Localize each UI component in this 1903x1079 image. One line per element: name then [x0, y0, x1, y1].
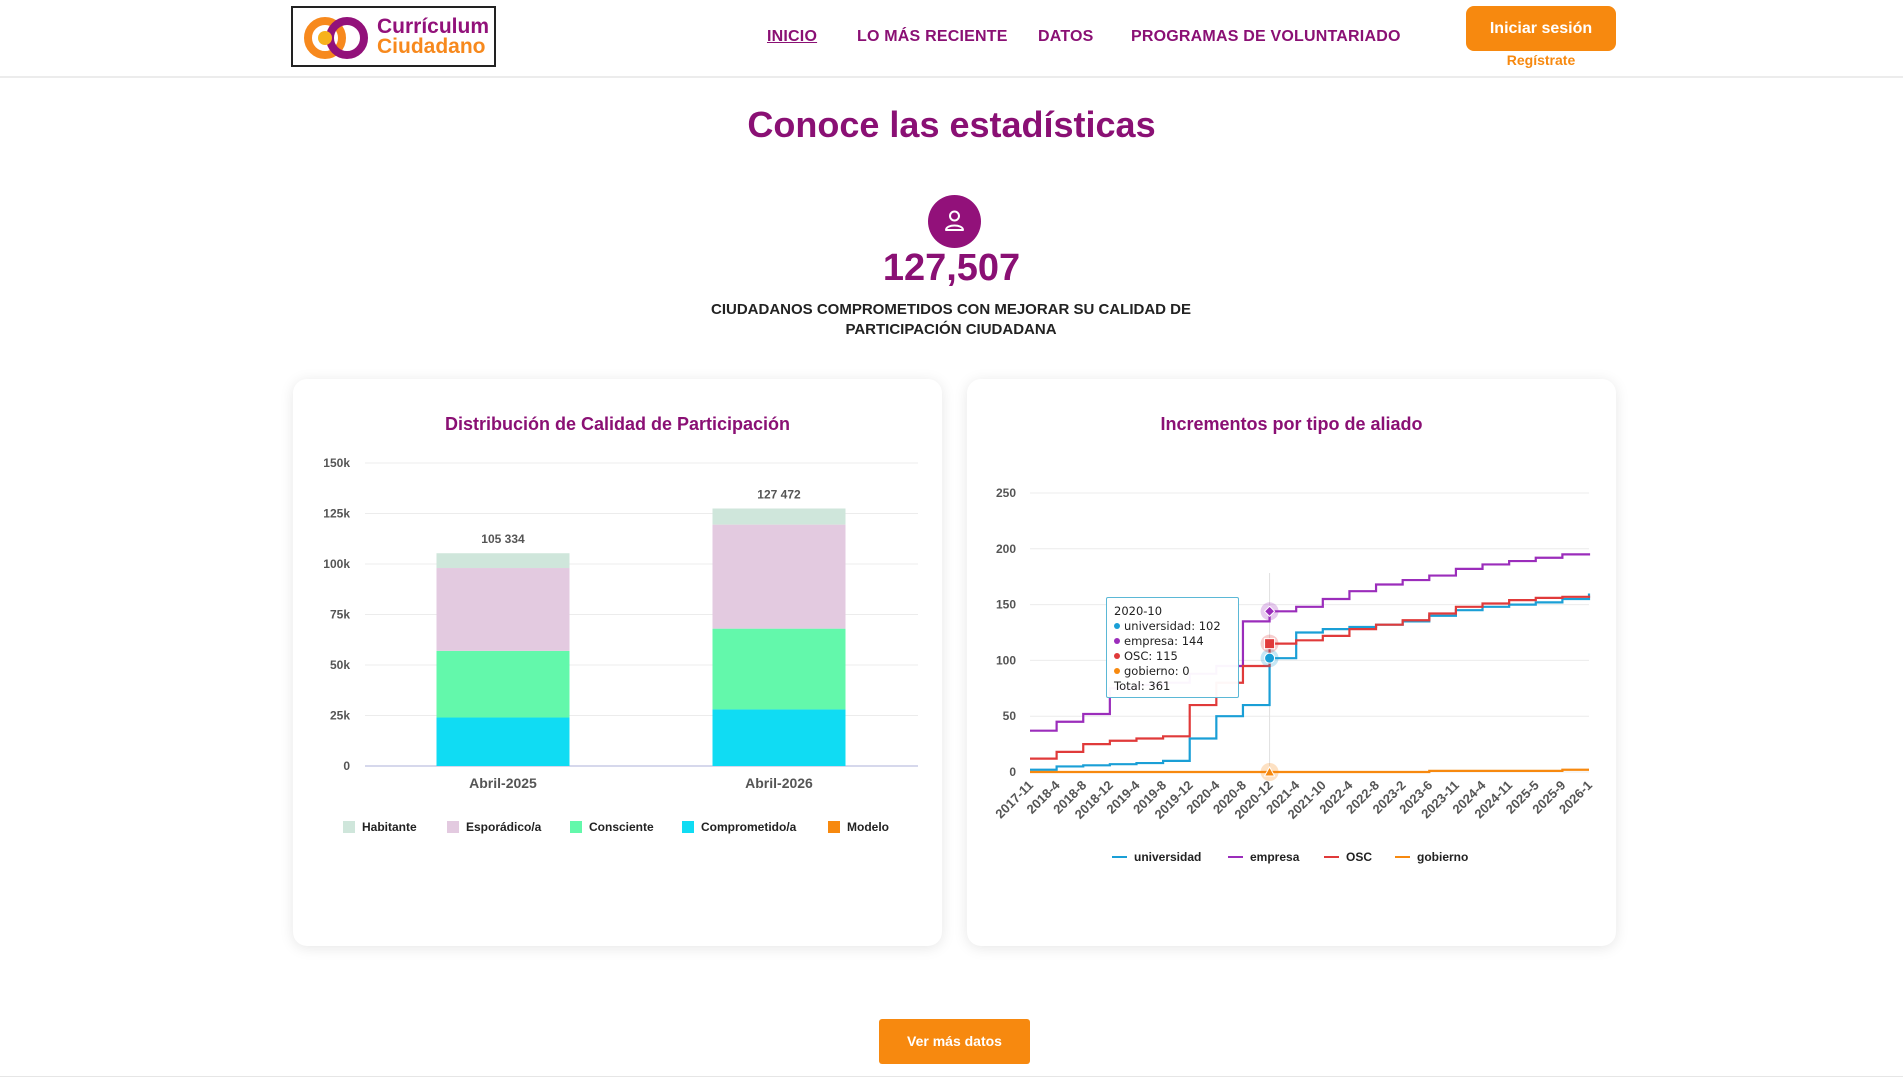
tooltip-row-osc: OSC: 115 — [1124, 649, 1178, 663]
tooltip-row-universidad: universidad: 102 — [1124, 619, 1221, 633]
bar-total-label: 105 334 — [481, 532, 525, 546]
register-link[interactable]: Regístrate — [1506, 52, 1576, 68]
bar-segment-comprometido-a — [712, 709, 846, 766]
tooltip-dot-universidad — [1114, 622, 1120, 629]
legend-swatch-habitante — [343, 821, 355, 833]
nav-datos[interactable]: DATOS — [1038, 28, 1094, 45]
legend-swatch-consciente — [570, 821, 582, 833]
legend-swatch-comprometido-a — [682, 821, 694, 833]
see-more-data-button[interactable]: Ver más datos — [879, 1019, 1030, 1064]
user-icon — [928, 195, 981, 248]
legend-label-osc: OSC — [1346, 850, 1372, 864]
line-y-tick-label: 0 — [1009, 765, 1016, 779]
logo-line-1: Currículum — [377, 15, 490, 38]
hover-marker-universidad — [1264, 652, 1276, 664]
bar-segment-esporadico-a — [436, 568, 570, 651]
top-navigation-bar: Currículum Ciudadano INICIO LO MÁS RECIE… — [0, 0, 1903, 78]
line-y-tick-label: 50 — [1003, 709, 1017, 723]
legend-label-comprometido-a: Comprometido/a — [701, 820, 797, 834]
login-button[interactable]: Iniciar sesión — [1466, 6, 1616, 51]
legend-label-consciente: Consciente — [589, 820, 654, 834]
bar-total-label: 127 472 — [757, 488, 801, 502]
legend-label-universidad: universidad — [1134, 850, 1201, 864]
tooltip-row-empresa: empresa: 144 — [1124, 634, 1204, 648]
bar-segment-habitante — [712, 508, 846, 525]
bar-x-tick-label: Abril-2025 — [469, 775, 537, 791]
line-y-tick-label: 100 — [996, 653, 1016, 667]
hover-marker-empresa — [1263, 605, 1276, 618]
chart-tooltip: 2020-10 universidad: 102 empresa: 144 OS… — [1106, 597, 1239, 698]
citizens-count: 127,507 — [882, 247, 1021, 289]
participation-distribution-card: Distribución de Calidad de Participación… — [293, 379, 942, 946]
line-y-tick-label: 250 — [996, 486, 1016, 500]
hover-marker-osc — [1264, 638, 1276, 650]
line-series-universidad — [1030, 593, 1591, 771]
citizens-caption: CIUDADANOS COMPROMETIDOS CON MEJORAR SU … — [710, 301, 1191, 338]
bar-segment-consciente — [712, 628, 846, 710]
ally-line-chart: 0501001502002502017-112018-42018-82018-1… — [992, 486, 1595, 864]
line-series-gobierno — [1030, 768, 1589, 774]
bar-chart-title: Distribución de Calidad de Participación — [444, 414, 791, 434]
nav-inicio[interactable]: INICIO — [767, 28, 818, 45]
bar-y-tick-label: 100k — [323, 557, 350, 571]
legend-label-empresa: empresa — [1250, 850, 1300, 864]
tooltip-dot-osc — [1114, 652, 1120, 659]
footer-divider — [0, 1076, 1903, 1077]
nav-lo-mas-reciente[interactable]: LO MÁS RECIENTE — [857, 28, 1008, 45]
legend-label-habitante: Habitante — [362, 820, 417, 834]
logo-text: Currículum Ciudadano — [377, 15, 490, 58]
tooltip-title: 2020-10 — [1114, 604, 1163, 618]
logo-line-2: Ciudadano — [377, 35, 486, 58]
bar-y-tick-label: 125k — [323, 507, 350, 521]
bar-segment-comprometido-a — [436, 717, 570, 766]
bar-y-tick-label: 75k — [330, 608, 350, 622]
legend-label-esporadico-a: Esporádico/a — [466, 820, 542, 834]
site-logo[interactable]: Currículum Ciudadano — [291, 6, 496, 67]
tooltip-dot-empresa — [1114, 637, 1120, 644]
legend-label-modelo: Modelo — [847, 820, 889, 834]
page-title: Conoce las estadísticas — [747, 104, 1156, 145]
line-y-tick-label: 150 — [996, 598, 1016, 612]
bar-x-tick-label: Abril-2026 — [745, 775, 813, 791]
tooltip-dot-gobierno — [1114, 667, 1120, 674]
bar-segment-esporadico-a — [712, 524, 846, 629]
bar-segment-habitante — [436, 553, 570, 569]
bar-y-tick-label: 0 — [343, 759, 350, 773]
nav-programas-voluntariado[interactable]: PROGRAMAS DE VOLUNTARIADO — [1131, 28, 1401, 45]
logo-rings-icon — [304, 17, 368, 59]
line-y-tick-label: 200 — [996, 542, 1016, 556]
tooltip-total: Total: 361 — [1114, 679, 1171, 693]
bar-y-tick-label: 50k — [330, 658, 350, 672]
legend-swatch-modelo — [828, 821, 840, 833]
bar-segment-consciente — [436, 650, 570, 718]
stacked-bar-chart: 0 25k 50k 75k 100k 125k 150k 105 334 Abril-2025 1… — [323, 456, 918, 834]
legend-label-gobierno: gobierno — [1417, 850, 1468, 864]
line-series-osc — [1030, 595, 1591, 760]
bar-y-tick-label: 25k — [330, 709, 350, 723]
bar-y-tick-label: 150k — [323, 456, 350, 470]
hover-marker-gobierno — [1263, 765, 1276, 777]
line-chart-title: Incrementos por tipo de aliado — [1160, 414, 1423, 434]
tooltip-row-gobierno: gobierno: 0 — [1124, 664, 1190, 678]
legend-swatch-esporadico-a — [447, 821, 459, 833]
ally-increments-card: Incrementos por tipo de aliado 0 50 100 150… — [967, 379, 1616, 946]
